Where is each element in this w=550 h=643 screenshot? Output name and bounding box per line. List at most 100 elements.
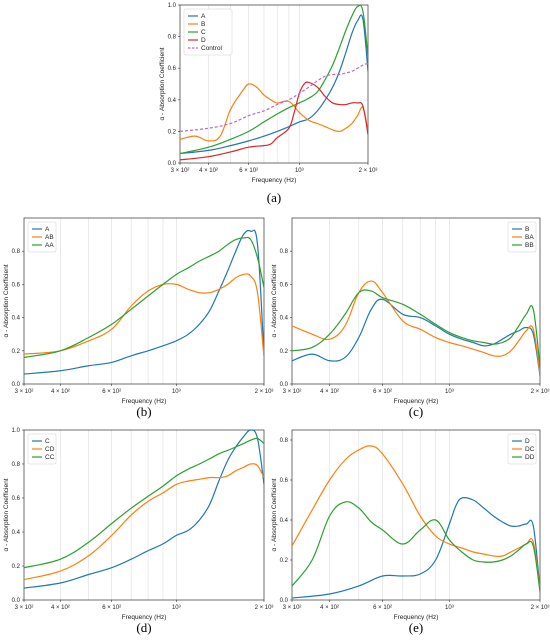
y-tick-label: 0.6 [12, 496, 21, 502]
y-axis-label: α - Absorption Coefficient [3, 478, 10, 551]
panel-label: (e) [409, 620, 423, 635]
y-tick-label: 0.0 [280, 598, 289, 604]
series-line-C [24, 429, 264, 589]
legend-entry: A [201, 13, 206, 20]
x-tick-label: 10³ [172, 605, 181, 611]
chart-panel-4: 0.0 0.2 0.4 0.6 0.8 1.0 3 × 10² 4 × 10² 6 × 10² 1… [3, 428, 273, 635]
y-tick-label: 1.0 [12, 428, 21, 434]
y-tick-label: 0.0 [168, 161, 177, 167]
legend-entry: AB [45, 234, 54, 241]
x-tick-label: 2 × 10³ [255, 389, 274, 395]
x-tick-label: 3 × 10² [283, 605, 302, 611]
legend-entry: B [525, 226, 529, 233]
x-axis-label: Frequency (Hz) [122, 614, 167, 621]
series-line-Control [180, 62, 368, 132]
legend-entry: Control [201, 45, 223, 52]
x-tick-label: 3 × 10² [171, 168, 190, 174]
panel-label: (b) [136, 404, 151, 419]
legend-entry: A [45, 226, 50, 233]
series-line-A [180, 14, 368, 155]
legend-entry: DC [525, 446, 535, 453]
y-tick-label: 0.6 [280, 478, 289, 484]
x-tick-label: 4 × 10² [51, 605, 70, 611]
x-tick-label: 6 × 10² [239, 168, 258, 174]
y-axis-label: α - Absorption Coefficient [271, 478, 278, 551]
y-tick-label: 0.4 [12, 316, 21, 322]
panel-label: (c) [409, 404, 423, 419]
x-tick-label: 10³ [172, 389, 181, 395]
x-axis-label: Frequency (Hz) [394, 614, 439, 621]
y-tick-label: 0.6 [12, 282, 21, 288]
legend-entry: C [45, 438, 50, 445]
series-line-CC [24, 437, 264, 569]
series-line-AB [24, 273, 264, 358]
chart-panel-2: 0.0 0.2 0.4 0.6 0.8 3 × 10² 4 × 10² 6 × 10² 10³ 2… [3, 217, 274, 419]
series-line-DD [292, 501, 540, 593]
y-tick-label: 0.8 [12, 462, 21, 468]
y-tick-label: 0.2 [12, 349, 21, 355]
legend-entry: BA [525, 234, 534, 241]
series-line-B [292, 298, 540, 376]
x-tick-label: 6 × 10² [102, 389, 121, 395]
x-tick-label: 2 × 10³ [255, 605, 274, 611]
y-axis-label: α - Absorption Coefficient [159, 47, 166, 120]
chart-panel-1: 0.0 0.2 0.4 0.6 0.8 1.0 3 × 10² 4 × 10² 6 × 10² 1… [159, 3, 377, 205]
series-line-BA [292, 280, 540, 375]
legend-entry: D [525, 438, 530, 445]
x-tick-label: 10³ [445, 389, 454, 395]
y-tick-label: 0.0 [12, 598, 21, 604]
legend-entry: CD [45, 446, 55, 453]
series-line-D [292, 497, 540, 599]
y-tick-label: 0.2 [12, 564, 21, 570]
x-tick-label: 3 × 10² [15, 389, 34, 395]
y-tick-label: 1.0 [168, 3, 177, 9]
panel-label: (d) [136, 620, 151, 635]
x-tick-label: 10³ [295, 168, 304, 174]
plot-frame [291, 217, 541, 385]
series-line-A [24, 229, 264, 375]
y-axis-label: α - Absorption Coefficient [3, 264, 10, 337]
series-line-B [180, 83, 368, 142]
x-tick-label: 2 × 10³ [531, 389, 550, 395]
x-tick-label: 10³ [445, 605, 454, 611]
x-axis-label: Frequency (Hz) [394, 398, 439, 405]
x-axis-label: Frequency (Hz) [122, 398, 167, 405]
plot-frame [179, 4, 369, 164]
y-tick-label: 0.8 [280, 249, 289, 255]
y-tick-label: 0.0 [12, 382, 21, 388]
legend-box [183, 8, 233, 56]
y-tick-label: 0.4 [12, 530, 21, 536]
x-tick-label: 2 × 10³ [531, 605, 550, 611]
y-tick-label: 0.2 [168, 129, 177, 135]
chart-panel-3: 0.0 0.2 0.4 0.6 0.8 3 × 10² 4 × 10² 6 × 10² 10³ 2… [271, 217, 550, 419]
legend-entry: DD [525, 454, 535, 461]
x-tick-label: 4 × 10² [320, 605, 339, 611]
y-tick-label: 0.8 [280, 438, 289, 444]
legend-entry: B [201, 21, 205, 28]
legend-entry: BB [525, 242, 534, 249]
legend-entry: AA [45, 242, 54, 249]
y-axis-label: α - Absorption Coefficient [271, 264, 278, 337]
x-axis-label: Frequency (Hz) [252, 177, 297, 184]
chart-panel-5: 0.0 0.2 0.4 0.6 0.8 3 × 10² 4 × 10² 6 × 10² 10³ 2… [271, 429, 550, 635]
y-tick-label: 0.6 [168, 66, 177, 72]
series-line-CD [24, 463, 264, 581]
y-tick-label: 0.2 [280, 349, 289, 355]
y-tick-label: 0.4 [280, 316, 289, 322]
series-line-AA [24, 236, 264, 359]
series-line-D [180, 81, 368, 161]
x-tick-label: 4 × 10² [199, 168, 218, 174]
legend-entry: D [201, 37, 206, 44]
panel-label: (a) [267, 190, 281, 205]
legend-entry: C [201, 29, 206, 36]
y-tick-label: 0.0 [280, 382, 289, 388]
series-line-BB [292, 289, 540, 368]
plot-frame [23, 429, 265, 601]
x-tick-label: 6 × 10² [102, 605, 121, 611]
y-tick-label: 0.4 [280, 518, 289, 524]
y-tick-label: 0.4 [168, 98, 177, 104]
legend-entry: CC [45, 454, 55, 461]
x-tick-label: 6 × 10² [373, 605, 392, 611]
x-tick-label: 4 × 10² [320, 389, 339, 395]
